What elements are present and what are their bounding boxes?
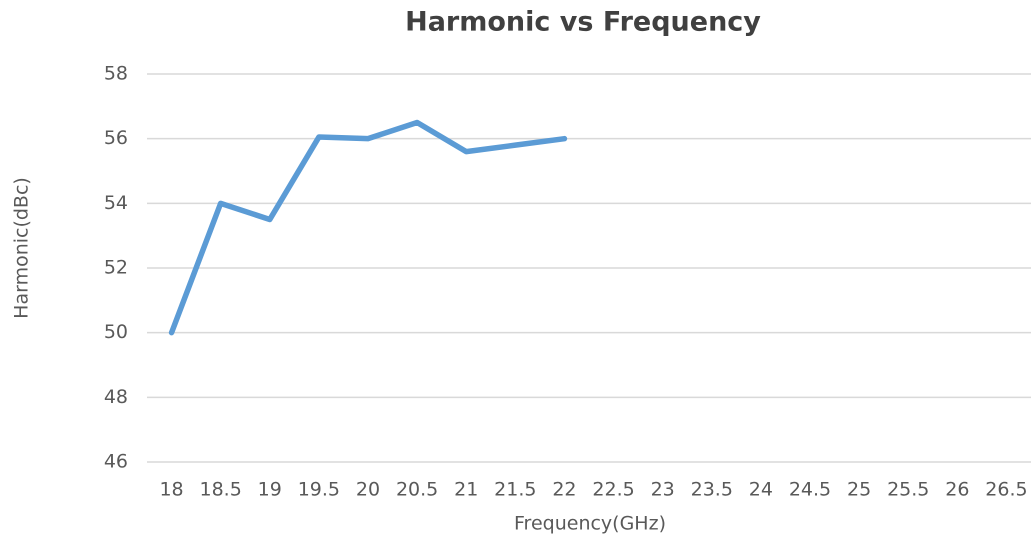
x-tick-label: 21 <box>454 479 478 501</box>
x-tick-label: 21.5 <box>494 479 536 501</box>
x-tick-label: 20.5 <box>396 479 438 501</box>
x-tick-label: 23.5 <box>691 479 733 501</box>
y-tick-label: 46 <box>104 451 128 473</box>
x-tick-label: 22 <box>552 479 576 501</box>
x-tick-label: 25.5 <box>887 479 929 501</box>
x-tick-label: 24.5 <box>789 479 831 501</box>
y-tick-label: 56 <box>104 127 128 149</box>
y-tick-label: 50 <box>104 321 128 343</box>
x-tick-label: 26.5 <box>985 479 1027 501</box>
y-axis-label: Harmonic(dBc) <box>11 177 33 319</box>
x-tick-label: 25 <box>847 479 871 501</box>
y-tick-label: 54 <box>104 192 128 214</box>
x-tick-label: 20 <box>356 479 380 501</box>
y-tick-label: 48 <box>104 386 128 408</box>
x-tick-label: 18 <box>159 479 183 501</box>
x-tick-label: 23 <box>651 479 675 501</box>
x-tick-label: 22.5 <box>592 479 634 501</box>
x-tick-label: 26 <box>945 479 969 501</box>
chart-title: Harmonic vs Frequency <box>405 7 761 38</box>
y-tick-label: 52 <box>104 257 128 279</box>
y-tick-label: 58 <box>104 63 128 85</box>
x-tick-label: 24 <box>749 479 773 501</box>
x-tick-label: 18.5 <box>200 479 242 501</box>
data-line <box>168 119 568 336</box>
x-tick-label: 19 <box>258 479 282 501</box>
x-axis-label: Frequency(GHz) <box>514 513 666 535</box>
x-tick-label: 19.5 <box>298 479 340 501</box>
